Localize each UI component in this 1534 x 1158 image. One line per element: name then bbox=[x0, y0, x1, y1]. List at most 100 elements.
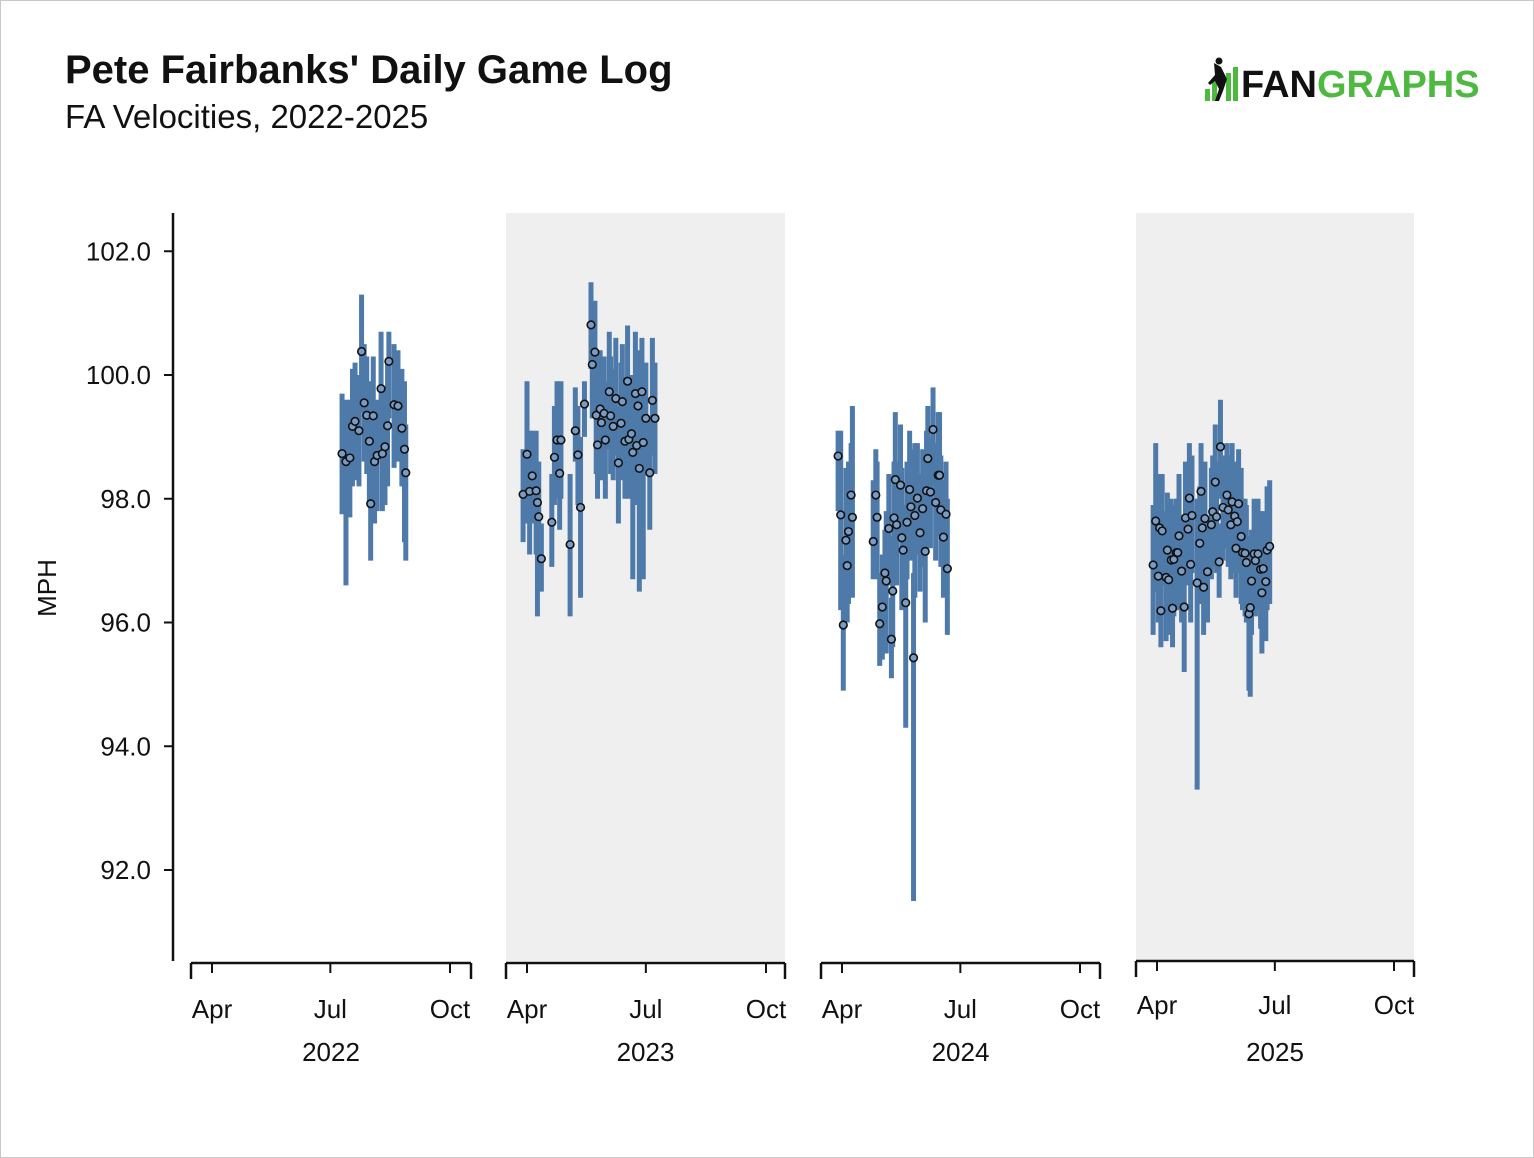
velocity-point bbox=[547, 517, 557, 527]
velocity-point bbox=[1197, 523, 1207, 533]
velocity-point bbox=[645, 468, 655, 478]
velocity-point bbox=[368, 411, 378, 421]
velocity-point bbox=[833, 451, 843, 461]
velocity-point bbox=[836, 510, 846, 520]
velocity-point bbox=[1258, 564, 1268, 574]
velocity-point bbox=[868, 536, 878, 547]
x-tick-label: Oct bbox=[746, 994, 787, 1024]
velocity-point bbox=[1162, 545, 1172, 555]
velocity-point bbox=[910, 510, 920, 521]
x-tick-label: Apr bbox=[822, 994, 863, 1024]
logo-text: FANGRAPHS bbox=[1241, 64, 1480, 106]
velocity-point bbox=[847, 512, 858, 522]
velocity-point bbox=[920, 546, 930, 556]
velocity-point bbox=[638, 437, 648, 448]
velocity-point bbox=[565, 539, 575, 550]
velocity-point bbox=[393, 401, 403, 411]
velocity-point bbox=[633, 401, 643, 411]
velocity-point bbox=[641, 413, 651, 423]
velocity-point bbox=[608, 421, 618, 431]
velocity-point bbox=[364, 436, 374, 446]
logo-prefix: FAN bbox=[1241, 64, 1317, 106]
x-tick-label: Oct bbox=[1060, 994, 1101, 1024]
velocity-point bbox=[842, 560, 852, 571]
velocity-point bbox=[1257, 588, 1267, 598]
velocity-point bbox=[531, 486, 541, 496]
velocity-point bbox=[397, 423, 407, 433]
velocity-point bbox=[923, 453, 933, 464]
velocity-point bbox=[934, 470, 945, 480]
x-tick-label: Jul bbox=[314, 994, 347, 1024]
velocity-point bbox=[549, 452, 560, 462]
velocity-point bbox=[587, 359, 597, 370]
velocity-point bbox=[1222, 490, 1232, 500]
velocity-point bbox=[592, 440, 603, 450]
velocity-point bbox=[590, 347, 600, 357]
x-tick-label: Apr bbox=[1137, 990, 1178, 1020]
year-label: 2023 bbox=[617, 1037, 675, 1067]
velocity-point bbox=[380, 442, 390, 452]
velocity-point bbox=[1241, 557, 1251, 568]
velocity-point bbox=[532, 497, 543, 508]
velocity-points bbox=[337, 320, 1275, 663]
velocity-point bbox=[604, 387, 614, 397]
velocity-point bbox=[908, 653, 919, 663]
velocity-point bbox=[1156, 606, 1166, 616]
velocity-point bbox=[1202, 567, 1213, 577]
velocity-point bbox=[1174, 531, 1184, 541]
x-tick-label: Jul bbox=[944, 994, 977, 1024]
velocity-point bbox=[877, 602, 887, 612]
velocity-point bbox=[1179, 602, 1189, 612]
x-tick-label: Jul bbox=[629, 994, 662, 1024]
velocity-point bbox=[888, 586, 898, 596]
velocity-point bbox=[1240, 548, 1250, 558]
velocity-point bbox=[534, 512, 544, 522]
velocity-point bbox=[1253, 549, 1263, 559]
velocity-point bbox=[617, 397, 627, 407]
velocity-point bbox=[555, 468, 565, 478]
velocity-point bbox=[925, 487, 936, 497]
velocity-point bbox=[892, 520, 902, 530]
velocity-point bbox=[650, 413, 660, 423]
velocity-point bbox=[872, 512, 882, 522]
velocity-point bbox=[637, 387, 647, 397]
velocity-range-bars bbox=[339, 282, 1273, 901]
velocity-point bbox=[628, 447, 638, 457]
velocity-point bbox=[527, 471, 537, 481]
velocity-point bbox=[575, 502, 586, 513]
logo-bars-icon bbox=[1205, 57, 1238, 101]
velocity-point bbox=[1206, 520, 1216, 530]
velocity-point bbox=[884, 523, 894, 534]
velocity-point bbox=[613, 458, 624, 468]
y-tick-label: 100.0 bbox=[86, 360, 151, 390]
year-label: 2022 bbox=[302, 1037, 360, 1067]
velocity-point bbox=[556, 435, 566, 445]
velocity-point bbox=[616, 418, 626, 428]
velocity-point bbox=[880, 568, 890, 578]
velocity-point bbox=[901, 598, 911, 608]
year-label: 2024 bbox=[932, 1037, 990, 1067]
axes: 92.0 94.0 96.0 98.0 100.0 102.0 Apr Jul Oct 2022 A… bbox=[86, 213, 1416, 1067]
velocity-point bbox=[928, 424, 938, 435]
velocity-point bbox=[1233, 499, 1244, 509]
velocity-point bbox=[605, 411, 616, 421]
velocity-point bbox=[1200, 513, 1210, 524]
y-tick-label: 98.0 bbox=[100, 484, 151, 514]
velocity-point bbox=[1173, 547, 1183, 558]
velocity-point bbox=[1215, 442, 1226, 452]
velocity-point bbox=[401, 468, 411, 478]
velocity-point bbox=[898, 545, 908, 555]
velocity-point bbox=[1199, 582, 1209, 592]
velocity-point bbox=[345, 453, 355, 463]
velocity-point bbox=[1192, 578, 1202, 588]
velocity-point bbox=[1210, 477, 1220, 487]
y-tick-label: 96.0 bbox=[100, 608, 151, 638]
velocity-point bbox=[1246, 576, 1257, 586]
velocity-point bbox=[841, 535, 851, 545]
y-tick-label: 94.0 bbox=[100, 731, 151, 761]
velocity-point bbox=[536, 554, 546, 564]
y-tick-label: 102.0 bbox=[86, 236, 151, 266]
velocity-point bbox=[897, 533, 907, 543]
velocity-point bbox=[1183, 524, 1193, 534]
fangraphs-logo: FANGRAPHS bbox=[1205, 57, 1480, 106]
